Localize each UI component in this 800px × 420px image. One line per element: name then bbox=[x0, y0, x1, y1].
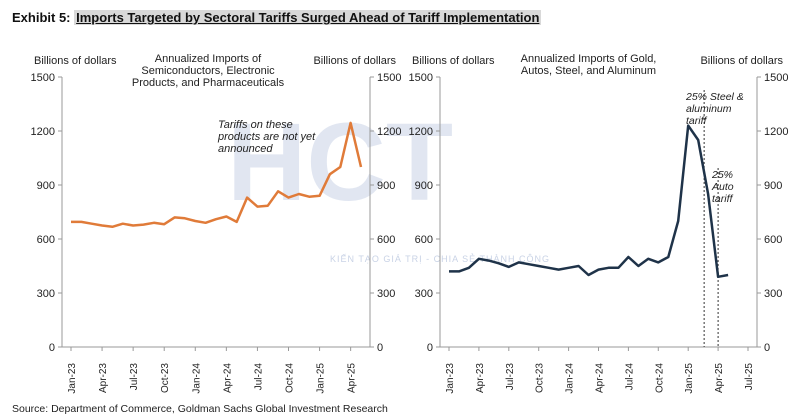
annotation: 25% bbox=[711, 169, 733, 181]
y-axis-label: Billions of dollars bbox=[412, 55, 495, 67]
y2-tick-label: 1500 bbox=[764, 72, 788, 84]
annotation: products are not yet bbox=[217, 131, 316, 143]
x-tick-label: Jan-23 bbox=[67, 363, 78, 394]
charts: HCT KIẾN TẠO GIÁ TRỊ - CHIA SẺ THÀNH CÔN… bbox=[31, 53, 789, 394]
annotation: Tariffs on these bbox=[218, 119, 293, 131]
y-tick-label: 600 bbox=[37, 234, 55, 246]
y-tick-label: 600 bbox=[415, 234, 433, 246]
annotation: tariff bbox=[712, 193, 734, 205]
x-tick-label: Oct-23 bbox=[535, 363, 546, 393]
x-tick-label: Jul-24 bbox=[253, 363, 264, 391]
y-tick-label: 900 bbox=[415, 180, 433, 192]
chart-title: Semiconductors, Electronic bbox=[141, 65, 275, 77]
x-tick-label: Apr-24 bbox=[595, 363, 606, 393]
x-tick-label: Jan-24 bbox=[191, 363, 202, 394]
data-line bbox=[449, 124, 729, 279]
y-tick-label: 1200 bbox=[31, 126, 55, 138]
x-tick-label: Oct-24 bbox=[285, 363, 296, 393]
title: Exhibit 5: Imports Targeted by Sectoral … bbox=[12, 10, 542, 25]
chart-title: Products, and Pharmaceuticals bbox=[132, 77, 285, 89]
y-axis-label: Billions of dollars bbox=[34, 55, 117, 67]
annotation: Auto bbox=[711, 181, 734, 193]
y2-tick-label: 900 bbox=[764, 180, 782, 192]
y2-tick-label: 600 bbox=[377, 234, 395, 246]
annotation: announced bbox=[218, 143, 273, 155]
y2-tick-label: 0 bbox=[377, 342, 383, 354]
headline: Imports Targeted by Sectoral Tariffs Sur… bbox=[74, 10, 542, 25]
x-tick-label: Jan-24 bbox=[565, 363, 576, 394]
y-tick-label: 1200 bbox=[409, 126, 433, 138]
chart-title: Autos, Steel, and Aluminum bbox=[521, 65, 656, 77]
y-tick-label: 0 bbox=[427, 342, 433, 354]
x-tick-label: Apr-25 bbox=[714, 363, 725, 393]
source: Source: Department of Commerce, Goldman … bbox=[12, 403, 388, 415]
y2-axis-label: Billions of dollars bbox=[313, 55, 396, 67]
x-tick-label: Apr-25 bbox=[347, 363, 358, 393]
y-tick-label: 900 bbox=[37, 180, 55, 192]
x-tick-label: Jul-23 bbox=[505, 363, 516, 391]
x-tick-label: Jan-25 bbox=[316, 363, 327, 394]
exhibit: Exhibit 5: bbox=[12, 10, 71, 25]
x-tick-label: Apr-23 bbox=[98, 363, 109, 393]
data-line bbox=[71, 121, 363, 229]
y2-tick-label: 300 bbox=[764, 288, 782, 300]
y2-tick-label: 300 bbox=[377, 288, 395, 300]
y2-tick-label: 1500 bbox=[377, 72, 401, 84]
annotation: tariff bbox=[686, 115, 708, 127]
y2-tick-label: 900 bbox=[377, 180, 395, 192]
chart-title: Annualized Imports of bbox=[155, 53, 262, 65]
y-tick-label: 1500 bbox=[409, 72, 433, 84]
y2-tick-label: 0 bbox=[764, 342, 770, 354]
x-tick-label: Jan-25 bbox=[684, 363, 695, 394]
y-tick-label: 0 bbox=[49, 342, 55, 354]
y-tick-label: 1500 bbox=[31, 72, 55, 84]
chart-title: Annualized Imports of Gold, bbox=[521, 53, 657, 65]
annotation: aluminum bbox=[686, 103, 732, 115]
y-tick-label: 300 bbox=[415, 288, 433, 300]
x-tick-label: Jul-24 bbox=[624, 363, 635, 391]
annotation: 25% Steel & bbox=[685, 91, 744, 103]
y2-tick-label: 1200 bbox=[764, 126, 788, 138]
x-tick-label: Oct-23 bbox=[160, 363, 171, 393]
x-tick-label: Jul-23 bbox=[129, 363, 140, 391]
x-tick-label: Jul-25 bbox=[744, 363, 755, 391]
y2-tick-label: 1200 bbox=[377, 126, 401, 138]
x-tick-label: Oct-24 bbox=[654, 363, 665, 393]
watermark-logo: HCT bbox=[227, 101, 453, 224]
x-tick-label: Apr-24 bbox=[222, 363, 233, 393]
y2-tick-label: 600 bbox=[764, 234, 782, 246]
y2-axis-label: Billions of dollars bbox=[700, 55, 783, 67]
x-tick-label: Apr-23 bbox=[475, 363, 486, 393]
x-tick-label: Jan-23 bbox=[445, 363, 456, 394]
y-tick-label: 300 bbox=[37, 288, 55, 300]
